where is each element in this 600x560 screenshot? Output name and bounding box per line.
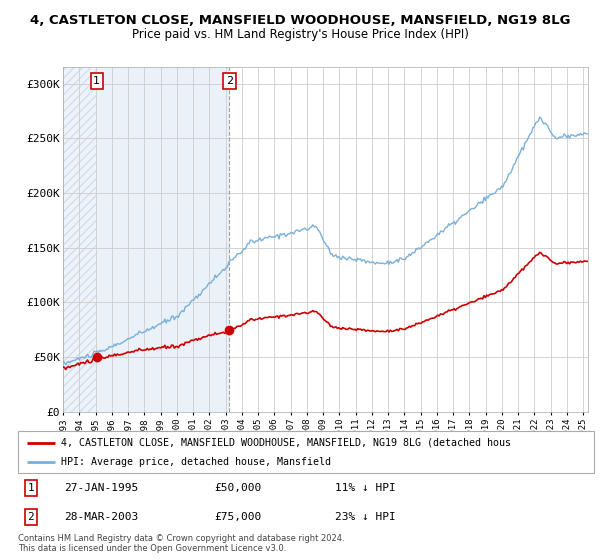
Text: 1: 1 [27, 483, 34, 493]
Text: 11% ↓ HPI: 11% ↓ HPI [335, 483, 395, 493]
Text: 2: 2 [226, 76, 233, 86]
Text: 2: 2 [27, 512, 34, 522]
Text: 28-MAR-2003: 28-MAR-2003 [64, 512, 139, 522]
Text: HPI: Average price, detached house, Mansfield: HPI: Average price, detached house, Mans… [61, 457, 331, 467]
Text: Contains HM Land Registry data © Crown copyright and database right 2024.
This d: Contains HM Land Registry data © Crown c… [18, 534, 344, 553]
Text: £75,000: £75,000 [214, 512, 261, 522]
Text: 23% ↓ HPI: 23% ↓ HPI [335, 512, 395, 522]
Text: £50,000: £50,000 [214, 483, 261, 493]
Bar [63, 67, 97, 412]
FancyBboxPatch shape [18, 431, 594, 473]
Text: 27-JAN-1995: 27-JAN-1995 [64, 483, 139, 493]
Text: 4, CASTLETON CLOSE, MANSFIELD WOODHOUSE, MANSFIELD, NG19 8LG (detached hous: 4, CASTLETON CLOSE, MANSFIELD WOODHOUSE,… [61, 437, 511, 447]
Text: 1: 1 [94, 76, 100, 86]
Text: 4, CASTLETON CLOSE, MANSFIELD WOODHOUSE, MANSFIELD, NG19 8LG: 4, CASTLETON CLOSE, MANSFIELD WOODHOUSE,… [30, 14, 570, 27]
Bar [97, 67, 229, 412]
Text: Price paid vs. HM Land Registry's House Price Index (HPI): Price paid vs. HM Land Registry's House … [131, 28, 469, 41]
